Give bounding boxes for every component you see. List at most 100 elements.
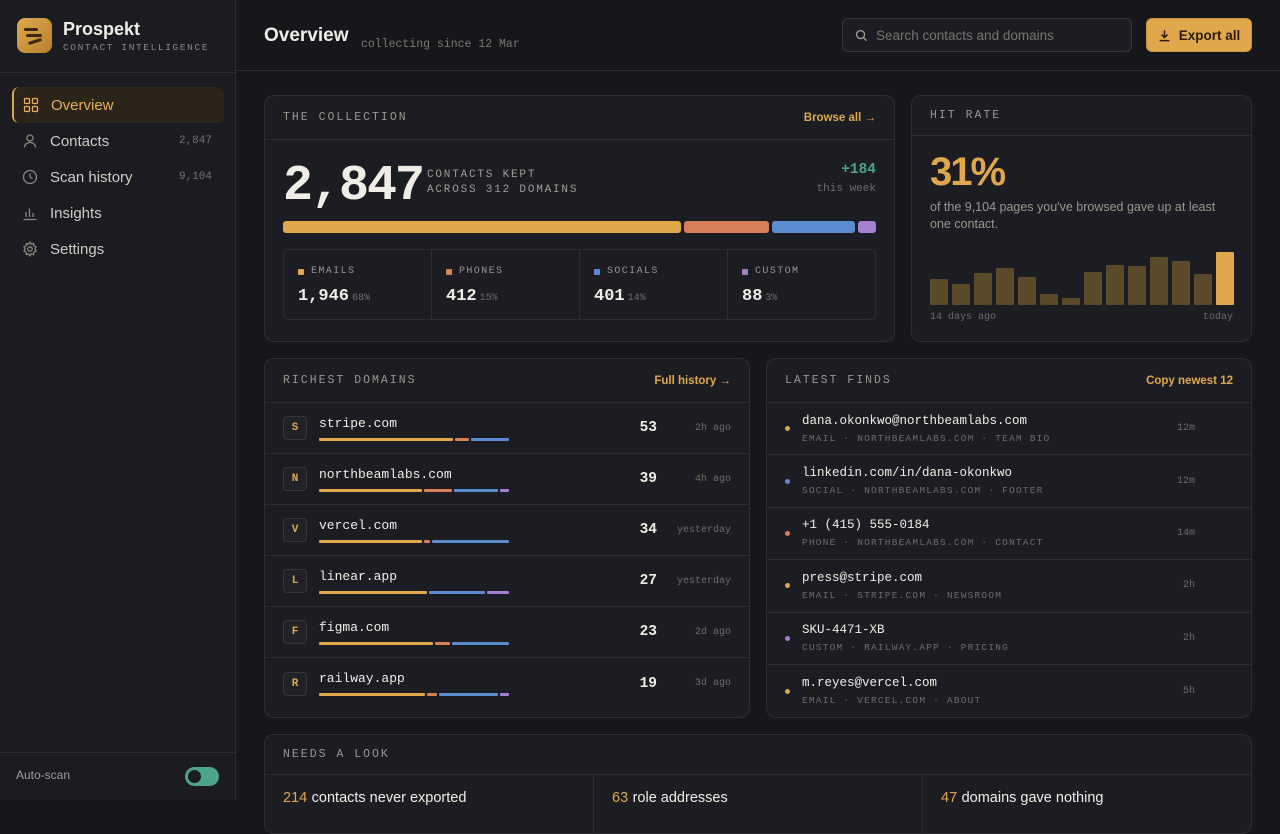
socials-swatch <box>594 268 600 275</box>
category-phones[interactable]: PHONES 412 15% <box>432 250 580 319</box>
find-value: linkedin.com/in/dana-okonkwo <box>802 466 1013 481</box>
full-history-link[interactable]: Full history → <box>654 374 731 387</box>
find-row[interactable]: m.reyes@vercel.com EMAIL · VERCEL.COM · A… <box>767 665 1251 717</box>
hit-rate-value: 31% <box>930 150 1006 194</box>
sidebar-item-scan-history[interactable]: Scan history 9,104 <box>12 159 224 195</box>
domain-mix-segment <box>427 693 437 696</box>
user-icon <box>23 134 37 148</box>
needs-look-number: 63 <box>612 790 629 806</box>
hit-rate-bar <box>1062 298 1080 305</box>
domain-count: 23 <box>639 624 657 640</box>
search-icon <box>855 29 868 41</box>
category-label: PHONES <box>459 266 504 277</box>
find-meta: PHONE · NORTHBEAMLABS.COM · CONTACT <box>802 537 1044 549</box>
header: Overview collecting since 12 Mar Export … <box>236 0 1280 71</box>
sidebar-item-label: Contacts <box>50 132 110 150</box>
category-stack-bar <box>283 221 876 233</box>
needs-look-item[interactable]: 63 role addresses <box>594 775 923 833</box>
find-type-dot <box>785 583 790 589</box>
find-row[interactable]: SKU-4471-XB CUSTOM · RAILWAY.APP · PRICIN… <box>767 613 1251 665</box>
sidebar-item-settings[interactable]: Settings <box>12 231 224 267</box>
bar-chart-icon <box>23 208 37 221</box>
needs-look-item[interactable]: 47 domains gave nothing <box>923 775 1251 833</box>
contacts-total: 2,847 <box>283 158 425 215</box>
sidebar-divider <box>0 752 235 753</box>
axis-start-label: 14 days ago <box>930 312 997 323</box>
find-row[interactable]: press@stripe.com EMAIL · STRIPE.COM · NEW… <box>767 560 1251 613</box>
domain-name: vercel.com <box>319 517 398 533</box>
domain-time: 4h ago <box>694 473 731 485</box>
domain-time: 3d ago <box>694 678 731 689</box>
axis-end-label: today <box>1202 312 1233 323</box>
find-row[interactable]: linkedin.com/in/dana-okonkwo SOCIAL · NOR… <box>767 455 1251 508</box>
sidebar-item-overview[interactable]: Overview <box>12 87 224 123</box>
search-box[interactable] <box>842 18 1132 52</box>
needs-a-look-card: NEEDS A LOOK 214 contacts never exported… <box>264 734 1252 834</box>
domain-mix-bar <box>319 641 509 645</box>
copy-newest-link[interactable]: Copy newest 12 <box>1146 374 1233 387</box>
hit-rate-bar <box>1172 261 1190 305</box>
domain-initial: N <box>283 467 307 491</box>
autoscan-label: Auto-scan <box>16 768 71 782</box>
gear-icon <box>23 241 37 257</box>
autoscan-toggle[interactable] <box>185 767 219 786</box>
export-all-button[interactable]: Export all <box>1146 18 1252 52</box>
find-value: m.reyes@vercel.com <box>802 676 938 691</box>
browse-all-link[interactable]: Browse all → <box>803 111 876 124</box>
hit-rate-bar <box>1128 266 1146 305</box>
hit-rate-bar <box>1018 277 1036 305</box>
domain-time: yesterday <box>676 524 731 536</box>
category-value: 401 <box>594 287 625 306</box>
category-custom[interactable]: CUSTOM 88 3% <box>728 250 875 319</box>
category-socials[interactable]: SOCIALS 401 14% <box>580 250 728 319</box>
needs-look-text: contacts never exported <box>311 790 467 806</box>
sidebar-item-label: Scan history <box>50 168 133 186</box>
page-subtitle: collecting since 12 Mar <box>361 38 520 51</box>
category-pct: 15% <box>479 293 498 304</box>
needs-look-item[interactable]: 214 contacts never exported <box>265 775 594 833</box>
logo-icon <box>17 18 52 53</box>
find-row[interactable]: +1 (415) 555-0184 PHONE · NORTHBEAMLABS.C… <box>767 508 1251 561</box>
category-breakdown: EMAILS 1,946 68% PHONES 412 15% SOCIALS 40… <box>283 249 876 320</box>
domain-mix-bar <box>319 539 509 543</box>
domain-mix-segment <box>319 437 454 441</box>
search-input[interactable] <box>876 27 1116 43</box>
domain-time: yesterday <box>676 575 731 587</box>
find-meta: EMAIL · NORTHBEAMLABS.COM · TEAM BIO <box>802 432 1051 444</box>
hit-rate-bar <box>1150 257 1168 305</box>
brand[interactable]: Prospekt CONTACT INTELLIGENCE <box>17 18 209 53</box>
domain-time: 2h ago <box>694 422 731 434</box>
domain-mix-segment <box>499 693 509 696</box>
find-row[interactable]: dana.okonkwo@northbeamlabs.com EMAIL · NO… <box>767 403 1251 456</box>
weekly-delta-label: this week <box>816 183 876 195</box>
find-meta: EMAIL · VERCEL.COM · ABOUT <box>802 695 982 707</box>
category-label: SOCIALS <box>607 266 659 277</box>
collection-card: THE COLLECTION Browse all → 2,847 CONTAC… <box>264 95 895 342</box>
domain-mix-segment <box>319 590 427 594</box>
card-title: HIT RATE <box>930 109 1002 122</box>
domain-mix-segment <box>431 539 509 543</box>
needs-look-text: role addresses <box>632 790 728 806</box>
domain-initial: F <box>283 620 307 644</box>
find-type-dot <box>785 530 790 536</box>
domain-initial: V <box>283 518 307 542</box>
domain-time: 2d ago <box>694 626 731 638</box>
sidebar-item-insights[interactable]: Insights <box>12 195 224 231</box>
find-meta: SOCIAL · NORTHBEAMLABS.COM · FOOTER <box>802 485 1044 497</box>
domain-name: northbeamlabs.com <box>319 466 452 482</box>
sidebar-item-contacts[interactable]: Contacts 2,847 <box>12 123 224 159</box>
domain-mix-segment <box>424 539 430 543</box>
category-pct: 14% <box>627 293 646 304</box>
toggle-knob <box>188 770 201 783</box>
category-emails[interactable]: EMAILS 1,946 68% <box>284 250 432 319</box>
hit-rate-bar <box>1216 252 1234 305</box>
finds-list: dana.okonkwo@northbeamlabs.com EMAIL · NO… <box>767 403 1251 717</box>
brand-tagline: CONTACT INTELLIGENCE <box>63 42 210 53</box>
needs-look-text: domains gave nothing <box>961 790 1104 806</box>
